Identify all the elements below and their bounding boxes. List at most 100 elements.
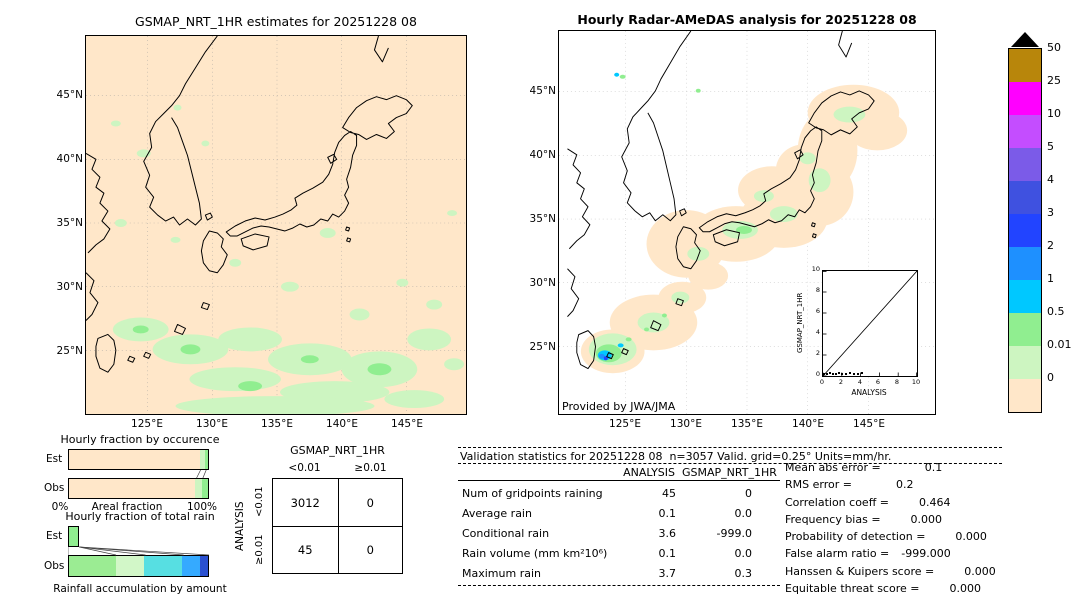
- stat-row-label: Maximum rain: [462, 567, 541, 580]
- inset-x-tick-4: 4: [857, 378, 863, 386]
- reference-line: [822, 270, 918, 377]
- colorbar-label-001: 0.01: [1047, 338, 1072, 351]
- contingency-row-label-lt: <0.01: [254, 486, 265, 518]
- colorbar-swatch-0: [1009, 379, 1041, 412]
- bar-segment: [195, 479, 203, 498]
- validation-stats-table: Num of gridpoints raining 45 0 Average r…: [458, 484, 788, 584]
- stat-row-label: Conditional rain: [462, 527, 550, 540]
- contingency-col-group-label: GSMAP_NRT_1HR: [290, 444, 385, 457]
- lon-tick-140e-left: 140°E: [326, 418, 358, 430]
- areal-fraction-max: 100%: [186, 501, 218, 513]
- colorbar-label-05: 0.5: [1047, 305, 1065, 318]
- stat-analysis-value: 0.1: [658, 547, 677, 560]
- stat-analysis-value: 3.7: [658, 567, 677, 580]
- list-item: RMS error = 0.2: [785, 476, 1003, 493]
- lat-tick-25n-left: 25°N: [56, 345, 83, 357]
- colorbar-swatch-5: [1009, 148, 1041, 181]
- score-value: -999.000: [901, 547, 951, 561]
- colorbar-swatch-25: [1009, 82, 1041, 115]
- stat-analysis-value: 3.6: [658, 527, 677, 540]
- colorbar-swatch-05: [1009, 313, 1041, 346]
- stat-gsmap-value: 0.3: [734, 567, 753, 580]
- lat-tick-25n-right: 25°N: [529, 341, 556, 353]
- inset-y-axis-label: GSMAP_NRT_1HR: [796, 292, 804, 353]
- precip-heavy-layer: [603, 356, 608, 361]
- occurrence-est-bar: [68, 449, 209, 470]
- scatter-points: [823, 372, 863, 375]
- inset-scatter-plot: [822, 270, 918, 377]
- stat-gsmap-value: 0: [745, 487, 752, 500]
- occurrence-chart-title: Hourly fraction by occurence: [60, 433, 220, 446]
- stats-divider-bottom: [458, 585, 780, 586]
- score-label: False alarm ratio =: [785, 547, 893, 561]
- contingency-col-label-lt: <0.01: [288, 462, 321, 474]
- lat-tick-30n-right: 30°N: [529, 277, 556, 289]
- stats-header-underline: [458, 480, 780, 481]
- total-rain-est-label: Est: [46, 530, 63, 542]
- bar-segment: [199, 450, 206, 469]
- lat-tick-45n-right: 45°N: [529, 85, 556, 97]
- list-item: Probability of detection = 0.000: [785, 528, 1003, 545]
- stat-row-label: Average rain: [462, 507, 532, 520]
- bar-segment: [69, 556, 117, 576]
- lon-tick-125e-left: 125°E: [131, 418, 163, 430]
- colorbar-swatch-3: [1009, 214, 1041, 247]
- colorbar-overflow-arrow-icon: [1011, 32, 1039, 47]
- lat-tick-35n-right: 35°N: [529, 213, 556, 225]
- colorbar-label-50: 50: [1047, 41, 1061, 54]
- provided-by-credit: Provided by JWA/JMA: [562, 400, 676, 413]
- contingency-row-label-ge: ≥0.01: [254, 534, 265, 566]
- score-label: Equitable threat score =: [785, 582, 923, 596]
- score-label: RMS error =: [785, 478, 856, 492]
- table-row: Maximum rain 3.7 0.3: [458, 564, 788, 584]
- inset-x-axis-label: ANALYSIS: [851, 388, 887, 397]
- stats-col-header-analysis: ANALYSIS: [623, 466, 675, 479]
- colorbar-swatch-1: [1009, 280, 1041, 313]
- stats-col-header-gsmap: GSMAP_NRT_1HR: [682, 466, 777, 479]
- colorbar-swatch-2: [1009, 247, 1041, 280]
- bar-segment: [199, 556, 208, 576]
- list-item: Frequency bias = 0.000: [785, 511, 1003, 528]
- contingency-cell-false-alarm: 0: [337, 479, 403, 526]
- contingency-cell-hits-none: 3012: [290, 495, 320, 510]
- colorbar-label-2: 2: [1047, 239, 1054, 252]
- inset-x-tick-2: 2: [838, 378, 844, 386]
- inset-y-tick-6: 6: [815, 307, 820, 315]
- colorbar-label-3: 3: [1047, 206, 1054, 219]
- bar-segment: [69, 450, 200, 469]
- lon-tick-145e-right: 145°E: [853, 418, 885, 430]
- list-item: Correlation coeff = 0.464: [785, 494, 1003, 511]
- colorbar-swatch-4: [1009, 181, 1041, 214]
- stat-gsmap-value: 0.0: [734, 507, 753, 520]
- inset-x-tick-10: 10: [911, 378, 921, 386]
- inset-x-tick-6: 6: [875, 378, 881, 386]
- inset-scatter-canvas: [822, 270, 918, 377]
- stat-analysis-value: 45: [662, 487, 676, 500]
- list-item: False alarm ratio = -999.000: [785, 545, 1003, 562]
- lat-tick-40n-right: 40°N: [529, 149, 556, 161]
- list-item: Mean abs error = 0.1: [785, 459, 1003, 476]
- colorbar-label-1: 1: [1047, 272, 1054, 285]
- lon-tick-130e-left: 130°E: [196, 418, 228, 430]
- rainfall-accumulation-axis-label: Rainfall accumulation by amount: [53, 583, 227, 595]
- score-label: Correlation coeff =: [785, 495, 893, 509]
- occurrence-obs-bar: [68, 478, 209, 499]
- colorbar-label-4: 4: [1047, 173, 1054, 186]
- colorbar-label-0: 0: [1047, 371, 1054, 384]
- lon-tick-130e-right: 130°E: [670, 418, 702, 430]
- score-label: Probability of detection =: [785, 530, 929, 544]
- contingency-table: 3012 0 45 0: [272, 478, 403, 574]
- contingency-col-label-ge: ≥0.01: [354, 462, 387, 474]
- colorbar-label-5: 5: [1047, 140, 1054, 153]
- lon-tick-125e-right: 125°E: [609, 418, 641, 430]
- contingency-cell-miss: 45: [273, 526, 338, 573]
- inset-y-tick-4: 4: [815, 328, 820, 336]
- lat-tick-45n-left: 45°N: [56, 89, 83, 101]
- occurrence-obs-label: Obs: [44, 482, 65, 494]
- bar-segment: [181, 556, 200, 576]
- bar-segment: [202, 479, 208, 498]
- total-rain-chart-title: Hourly fraction of total rain: [65, 510, 215, 523]
- stats-divider-under-header: [458, 463, 1002, 464]
- colorbar-label-25: 25: [1047, 74, 1061, 87]
- colorbar: [1008, 48, 1042, 413]
